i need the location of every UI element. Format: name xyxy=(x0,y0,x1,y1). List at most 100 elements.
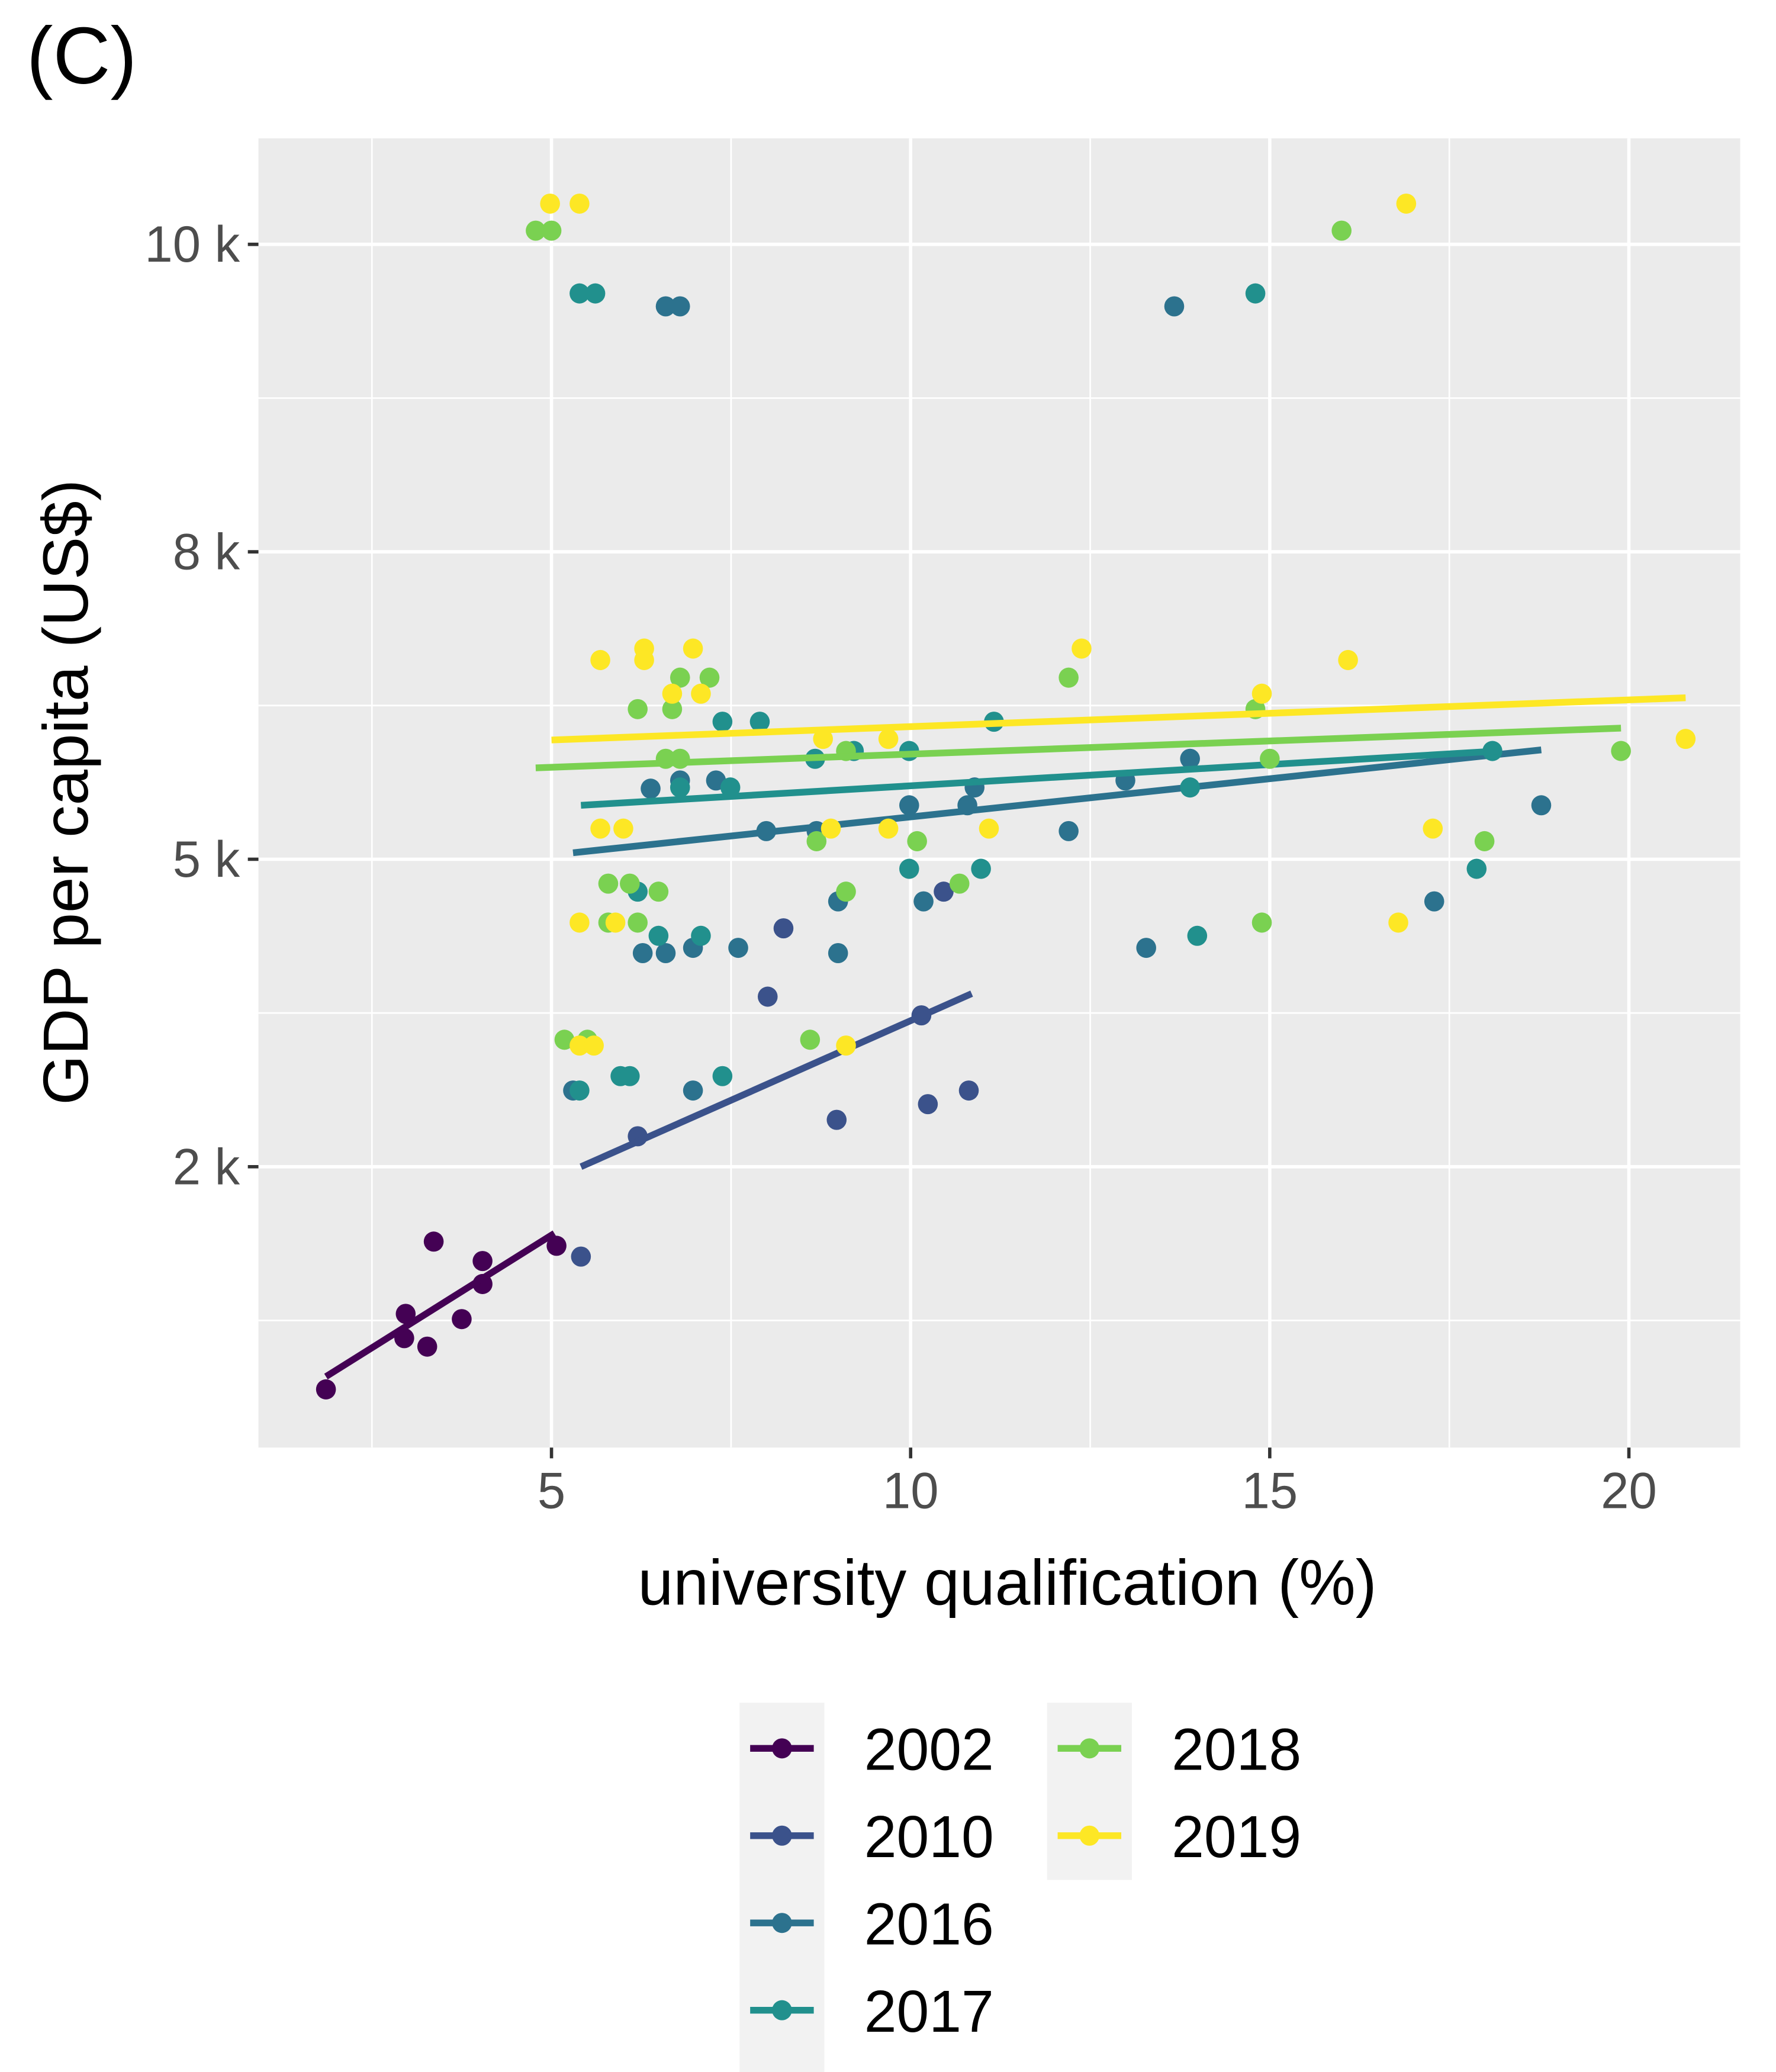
point xyxy=(836,1035,856,1056)
trend-line xyxy=(580,990,973,1170)
point xyxy=(683,638,703,659)
point xyxy=(913,891,934,912)
point xyxy=(546,1236,567,1256)
y-tick-label: 5 k xyxy=(173,831,240,888)
point xyxy=(570,193,590,214)
point xyxy=(662,699,683,719)
legend-label: 2017 xyxy=(864,1978,994,2045)
point xyxy=(316,1379,336,1399)
legend-key-point xyxy=(772,1825,792,1846)
point xyxy=(1072,638,1092,659)
point xyxy=(570,912,590,933)
y-axis-title: GDP per capita (US$) xyxy=(30,480,101,1105)
point xyxy=(813,729,833,749)
point xyxy=(620,1066,640,1086)
point xyxy=(836,881,856,902)
point xyxy=(395,1304,416,1324)
marks xyxy=(316,193,1696,1399)
point xyxy=(800,1029,821,1050)
trend-line xyxy=(581,747,1500,809)
panel-label: (C) xyxy=(27,11,137,101)
point xyxy=(605,912,626,933)
point xyxy=(1136,938,1156,958)
point xyxy=(749,712,770,732)
legend-label: 2019 xyxy=(1172,1804,1301,1870)
point xyxy=(878,729,899,749)
point xyxy=(1675,729,1696,749)
point xyxy=(585,283,606,304)
point xyxy=(828,942,848,964)
point xyxy=(899,795,919,816)
point xyxy=(1531,795,1552,816)
point xyxy=(648,925,669,946)
legend-label: 2002 xyxy=(864,1717,994,1783)
point xyxy=(628,699,648,719)
point xyxy=(613,818,633,839)
point xyxy=(570,1035,590,1056)
x-tick-label: 5 xyxy=(538,1462,565,1520)
point xyxy=(670,667,690,688)
point xyxy=(641,778,661,799)
legend-label: 2018 xyxy=(1172,1717,1301,1783)
trend-line xyxy=(572,747,1542,857)
y-tick-label: 8 k xyxy=(173,523,240,581)
point xyxy=(1388,912,1408,933)
point xyxy=(1396,193,1417,214)
point xyxy=(907,831,927,851)
point xyxy=(1331,220,1352,241)
point xyxy=(1474,831,1495,851)
point xyxy=(1180,748,1200,769)
point xyxy=(620,873,640,894)
x-tick-label: 10 xyxy=(883,1462,939,1520)
legend-key-point xyxy=(772,2000,792,2020)
point xyxy=(554,1029,575,1050)
point xyxy=(720,777,741,798)
point xyxy=(773,918,794,939)
point xyxy=(632,942,653,964)
point xyxy=(1164,296,1185,317)
x-axis-title: university qualification (%) xyxy=(638,1546,1376,1619)
plot-panel xyxy=(258,138,1740,1448)
point xyxy=(541,220,562,241)
legend-key-point xyxy=(1079,1825,1100,1846)
point xyxy=(570,283,590,304)
point xyxy=(806,831,827,851)
y-tick-label: 2 k xyxy=(173,1138,240,1196)
point xyxy=(628,912,648,933)
axes: 2 k 5 k 8 k 10 k 5 10 15 20 xyxy=(144,216,1656,1520)
legend-label: 2016 xyxy=(864,1891,994,1958)
point xyxy=(1423,818,1443,839)
point xyxy=(670,296,690,317)
point xyxy=(1058,667,1079,688)
point xyxy=(1466,858,1487,879)
point xyxy=(1187,925,1208,946)
point xyxy=(949,873,970,894)
point xyxy=(417,1336,437,1357)
legend-key-point xyxy=(772,1913,792,1933)
legend-key-background xyxy=(1047,1703,1132,1880)
point xyxy=(584,1035,604,1056)
point xyxy=(1338,649,1358,670)
grid xyxy=(258,138,1740,1448)
point xyxy=(1245,283,1266,304)
point xyxy=(878,818,899,839)
legend-key-point xyxy=(1079,1738,1100,1759)
point xyxy=(540,193,560,214)
x-tick-label: 20 xyxy=(1601,1462,1657,1520)
trend-line xyxy=(535,725,1621,771)
point xyxy=(899,858,919,879)
legend: 2002 2010 2016 2017 2018 2019 xyxy=(739,1703,1301,2072)
point xyxy=(655,296,676,317)
point xyxy=(821,818,841,839)
point xyxy=(1424,891,1444,912)
y-tick-label: 10 k xyxy=(144,216,240,274)
point xyxy=(971,858,991,879)
point xyxy=(590,649,610,670)
point xyxy=(918,1094,938,1115)
point xyxy=(526,220,546,241)
point xyxy=(655,942,676,964)
point xyxy=(683,1080,703,1101)
point xyxy=(598,873,619,894)
